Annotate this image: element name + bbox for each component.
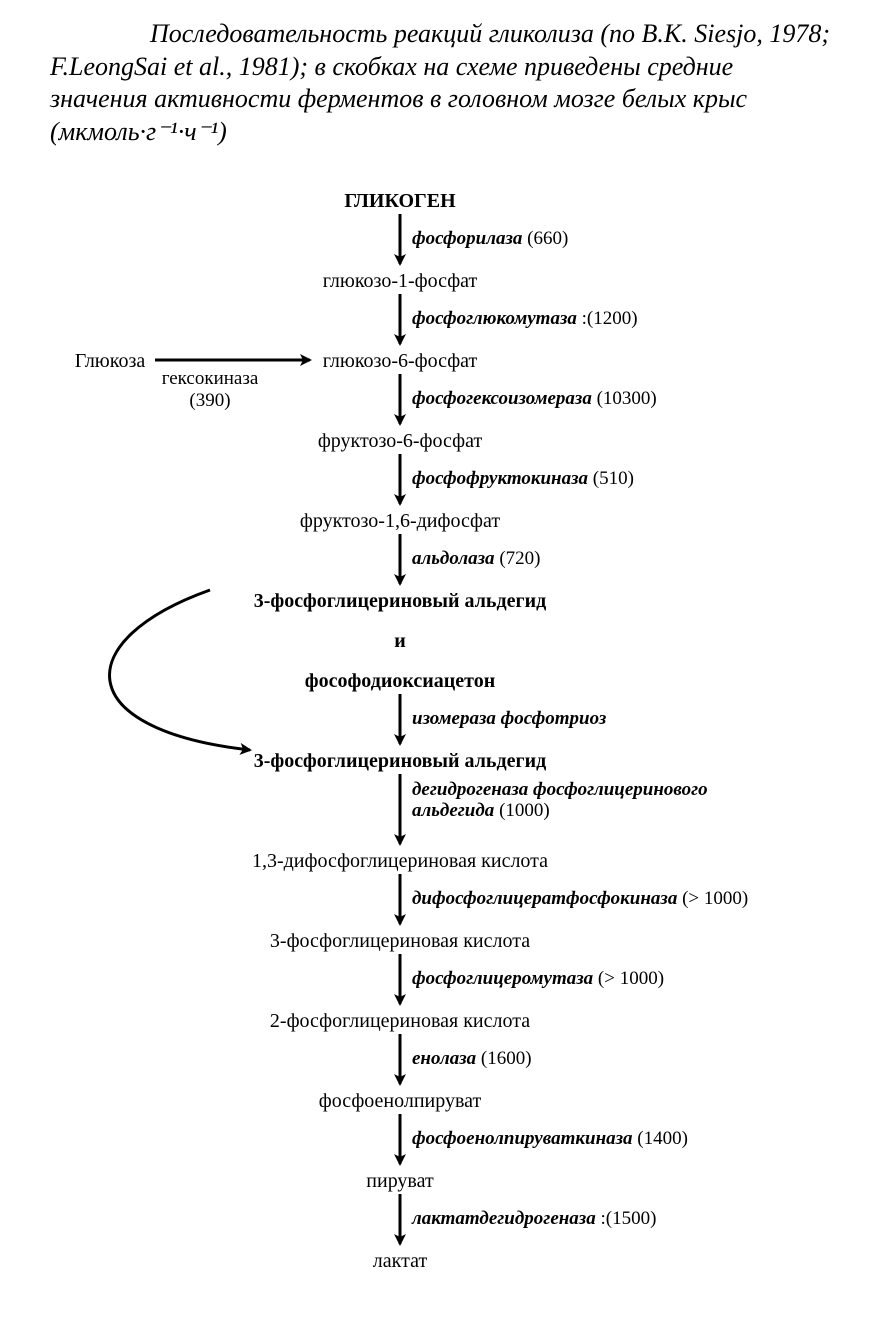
enzyme-value: (1000) [499, 800, 550, 821]
enzyme-value: (1400) [637, 1128, 688, 1149]
enzyme-lactate-dehydrogenase: лактатдегидрогеназа :(1500) [412, 1208, 656, 1230]
enzyme-name: фосфорилаза [412, 228, 522, 249]
enzyme-name: фосфогексоизомераза [412, 388, 592, 409]
caption-text: Последовательность реакций гликолиза (по… [50, 19, 830, 146]
enzyme-name-line1: дегидрогеназа фосфоглицеринового [412, 779, 708, 800]
enzyme-value: (510) [593, 468, 634, 489]
enzyme-phosphohexoisomerase: фосфогексоизомераза (10300) [412, 388, 657, 410]
enzyme-name: фосфофруктокиназа [412, 468, 588, 489]
enzyme-name: фосфоглицеромутаза [412, 968, 593, 989]
enzyme-name: дифосфоглицератфосфокиназа [412, 888, 677, 909]
enzyme-name: енолаза [412, 1048, 476, 1069]
enzyme-name: изомераза фосфотриоз [412, 708, 606, 729]
node-glucose: Глюкоза [75, 350, 145, 373]
node-3-pg: 3-фосфоглицериновая кислота [270, 930, 530, 953]
enzyme-enolase: енолаза (1600) [412, 1048, 532, 1070]
enzyme-hexokinase: гексокиназа (390) [162, 368, 259, 412]
enzyme-value: (390) [162, 390, 259, 412]
node-dhap: фософодиоксиацетон [305, 670, 496, 693]
enzyme-value: (> 1000) [598, 968, 664, 989]
node-and: и [394, 630, 406, 653]
enzyme-value: (10300) [597, 388, 657, 409]
enzyme-pep-kinase: фосфоенолпируваткиназа (1400) [412, 1128, 688, 1150]
enzyme-value: :(1500) [600, 1208, 656, 1229]
node-lactate: лактат [373, 1250, 427, 1273]
enzyme-name: фосфоенолпируваткиназа [412, 1128, 633, 1149]
node-glucose-1-p: глюкозо-1-фосфат [323, 270, 478, 293]
enzyme-name: гексокиназа [162, 368, 259, 390]
glycolysis-diagram: ГЛИКОГЕН глюкозо-1-фосфат глюкозо-6-фосф… [0, 190, 871, 1330]
enzyme-value: (> 1000) [682, 888, 748, 909]
enzyme-value: :(1200) [582, 308, 638, 329]
figure-caption: Последовательность реакций гликолиза (по… [50, 18, 830, 148]
enzyme-triosephosphate-isomerase: изомераза фосфотриоз [412, 708, 606, 730]
node-pep: фосфоенолпируват [319, 1090, 482, 1113]
node-glucose-6-p: глюкозо-6-фосфат [323, 350, 478, 373]
enzyme-phosphorylase: фосфорилаза (660) [412, 228, 568, 250]
enzyme-g3p-dehydrogenase: дегидрогеназа фосфоглицеринового альдеги… [412, 780, 708, 822]
node-glycogen: ГЛИКОГЕН [344, 190, 455, 213]
enzyme-name-line2: альдегида [412, 800, 494, 821]
enzyme-phosphofructokinase: фосфофруктокиназа (510) [412, 468, 634, 490]
enzyme-value: (720) [499, 548, 540, 569]
node-pyruvate: пируват [366, 1170, 433, 1193]
enzyme-value: (1600) [481, 1048, 532, 1069]
node-g3p-aldehyde-b: 3-фосфоглицериновый альдегид [254, 750, 546, 773]
node-1-3-dpg: 1,3-дифосфоглицериновая кислота [252, 850, 548, 873]
node-g3p-aldehyde-a: 3-фосфоглицериновый альдегид [254, 590, 546, 613]
node-2-pg: 2-фосфоглицериновая кислота [270, 1010, 530, 1033]
enzyme-diphosphoglycerate-phosphokinase: дифосфоглицератфосфокиназа (> 1000) [412, 888, 748, 910]
enzyme-value: (660) [527, 228, 568, 249]
enzyme-phosphoglyceromutase: фосфоглицеромутаза (> 1000) [412, 968, 664, 990]
node-fructose-1-6-dp: фруктозо-1,6-дифосфат [300, 510, 500, 533]
enzyme-name: лактатдегидрогеназа [412, 1208, 596, 1229]
enzyme-phosphoglucomutase: фосфоглюкомутаза :(1200) [412, 308, 638, 330]
enzyme-name: фосфоглюкомутаза [412, 308, 577, 329]
node-fructose-6-p: фруктозо-6-фосфат [318, 430, 482, 453]
enzyme-aldolase: альдолаза (720) [412, 548, 540, 570]
enzyme-name: альдолаза [412, 548, 495, 569]
